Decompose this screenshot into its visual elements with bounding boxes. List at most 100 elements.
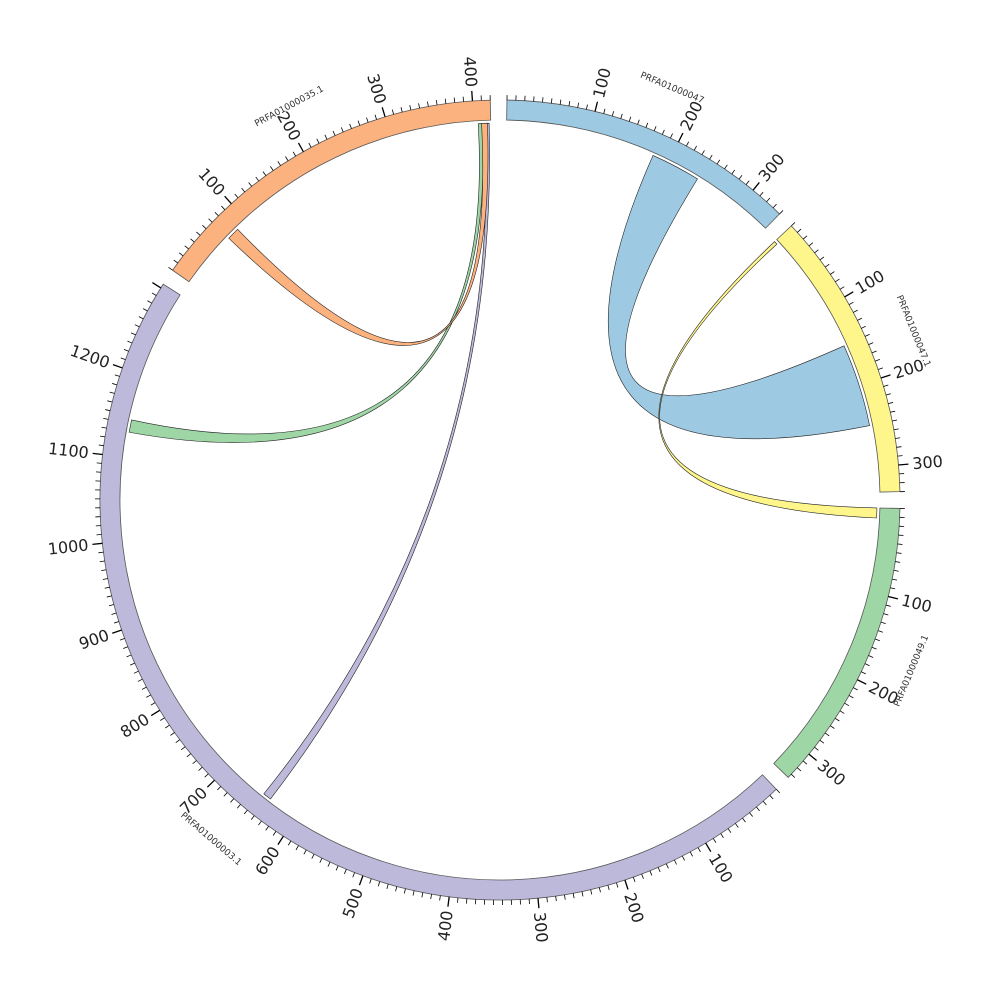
minor-tick: [168, 267, 173, 271]
minor-tick: [749, 812, 753, 817]
minor-tick: [620, 113, 623, 119]
major-tick: [381, 107, 386, 118]
minor-tick: [779, 210, 784, 215]
minor-tick: [395, 886, 398, 892]
link-ribbon-0: [607, 155, 870, 439]
major-tick: [594, 101, 599, 112]
minor-tick: [147, 300, 152, 304]
minor-tick: [435, 99, 438, 106]
minor-tick: [311, 853, 315, 859]
minor-tick: [102, 578, 108, 580]
minor-tick: [877, 630, 883, 633]
minor-tick: [616, 882, 619, 888]
major-tick: [358, 875, 364, 886]
minor-tick: [412, 890, 415, 896]
minor-tick: [374, 114, 377, 120]
minor-tick: [204, 773, 209, 778]
minor-tick: [769, 795, 774, 800]
tick-label: 300: [530, 911, 552, 943]
minor-tick: [853, 309, 858, 313]
major-tick: [447, 896, 450, 907]
minor-tick: [409, 105, 412, 111]
minor-tick: [133, 670, 139, 674]
minor-tick: [892, 578, 898, 581]
minor-tick: [430, 894, 432, 900]
minor-tick: [127, 340, 133, 344]
major-tick: [752, 182, 760, 191]
segment-arc-0: [506, 99, 781, 229]
minor-tick: [797, 228, 802, 233]
minor-tick: [883, 384, 889, 387]
minor-tick: [731, 169, 736, 175]
minor-tick: [223, 792, 228, 797]
minor-tick: [453, 97, 456, 103]
minor-tick: [119, 638, 125, 641]
minor-tick: [340, 127, 344, 133]
minor-tick: [150, 702, 156, 706]
minor-tick: [114, 374, 120, 377]
minor-tick: [255, 176, 260, 182]
major-tick: [277, 835, 284, 846]
tick-label: 700: [176, 783, 211, 818]
tick-label: 500: [339, 886, 367, 921]
minor-tick: [896, 446, 902, 448]
minor-tick: [628, 116, 632, 122]
segment-arc-2: [773, 507, 901, 778]
minor-tick: [230, 798, 235, 803]
minor-tick: [137, 678, 143, 682]
minor-tick: [742, 817, 746, 823]
major-tick: [705, 842, 712, 852]
minor-tick: [352, 872, 355, 878]
minor-tick: [160, 717, 165, 721]
minor-tick: [103, 417, 109, 420]
minor-tick: [874, 638, 880, 642]
minor-tick: [756, 806, 760, 812]
minor-tick: [577, 102, 580, 108]
minor-tick: [236, 804, 241, 809]
label-group: 100200300PRFA01000047100200300PRFA010000…: [47, 56, 944, 944]
tick-label: 400: [460, 56, 481, 88]
tick-label: 200: [620, 890, 648, 925]
minor-tick: [180, 746, 186, 751]
minor-tick: [819, 256, 825, 261]
minor-tick: [559, 99, 562, 105]
major-tick: [92, 542, 103, 546]
minor-tick: [892, 419, 898, 422]
minor-tick: [738, 175, 743, 180]
minor-tick: [802, 760, 808, 765]
minor-tick: [819, 739, 825, 744]
minor-tick: [895, 561, 901, 563]
minor-tick: [308, 142, 312, 148]
link-ribbon-1: [658, 241, 878, 519]
minor-tick: [457, 897, 459, 903]
minor-tick: [444, 98, 447, 104]
minor-tick: [303, 849, 307, 855]
major-tick: [112, 364, 123, 369]
segment-group: [99, 99, 901, 901]
tick-label: 100: [705, 850, 737, 886]
minor-tick: [848, 301, 854, 305]
minor-tick: [170, 732, 175, 736]
minor-tick: [686, 141, 690, 147]
minor-tick: [766, 197, 771, 203]
tick-label: 100: [194, 164, 229, 199]
minor-tick: [871, 350, 877, 354]
minor-tick: [192, 760, 197, 765]
tick-label: 1000: [47, 535, 90, 558]
major-tick: [150, 709, 161, 717]
segment-name-label: PRFA01000003.1: [178, 811, 243, 868]
minor-tick: [880, 621, 886, 625]
minor-tick: [864, 663, 870, 667]
minor-tick: [874, 359, 880, 362]
major-tick: [808, 753, 818, 762]
major-tick: [112, 629, 122, 634]
minor-tick: [896, 552, 902, 554]
minor-tick: [857, 317, 863, 321]
minor-tick: [712, 838, 717, 843]
segment-name-label: PRFA01000049.1: [893, 634, 932, 709]
minor-tick: [814, 746, 819, 751]
minor-tick: [377, 881, 381, 887]
major-tick: [206, 779, 215, 788]
minor-tick: [349, 123, 352, 129]
minor-tick: [824, 732, 830, 737]
